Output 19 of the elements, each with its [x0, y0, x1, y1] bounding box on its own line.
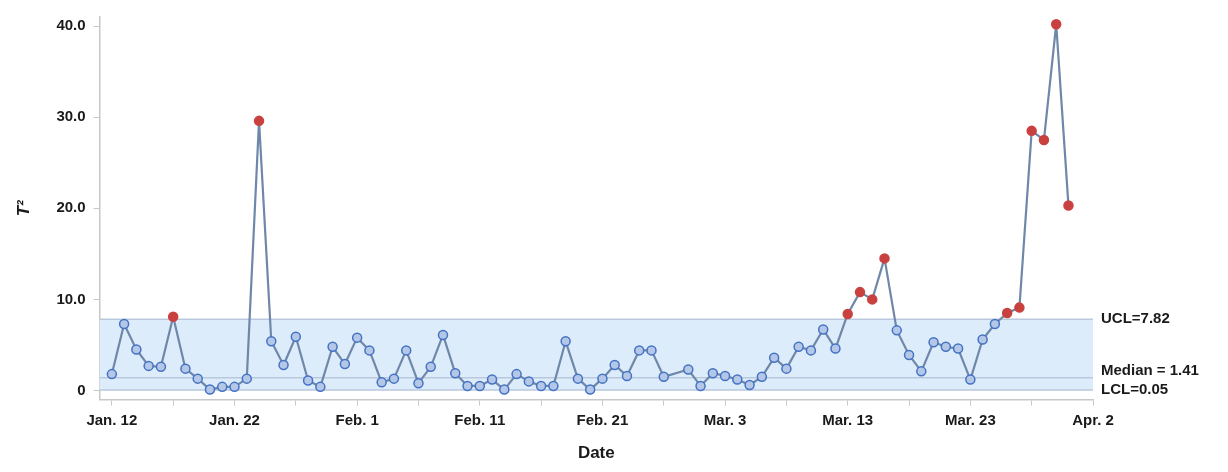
- y-tick-label: 10.0: [56, 289, 86, 307]
- x-tick-label: Jan. 22: [209, 410, 260, 428]
- y-tick-label: 0: [77, 380, 86, 398]
- ref-line-label: Median = 1.41: [1101, 361, 1199, 379]
- y-tick-label: 30.0: [56, 107, 86, 125]
- x-tick-label: Feb. 11: [454, 410, 506, 428]
- x-tick-label: Mar. 23: [944, 410, 996, 428]
- x-tick-label: Mar. 3: [703, 410, 747, 428]
- x-tick-label: Feb. 21: [576, 410, 629, 428]
- y-tick-label: 20.0: [56, 198, 86, 216]
- ref-line-label: UCL=7.82: [1101, 309, 1170, 327]
- x-axis-title: Date: [577, 443, 615, 463]
- x-tick-label: Feb. 1: [335, 410, 379, 428]
- x-tick-label: Apr. 2: [1072, 410, 1114, 428]
- ref-line-label: LCL=0.05: [1101, 380, 1169, 398]
- y-axis-title: T²: [13, 198, 33, 217]
- y-tick-label: 40.0: [56, 16, 86, 34]
- x-tick-label: Mar. 13: [822, 410, 874, 428]
- x-tick-label: Jan. 12: [86, 410, 138, 428]
